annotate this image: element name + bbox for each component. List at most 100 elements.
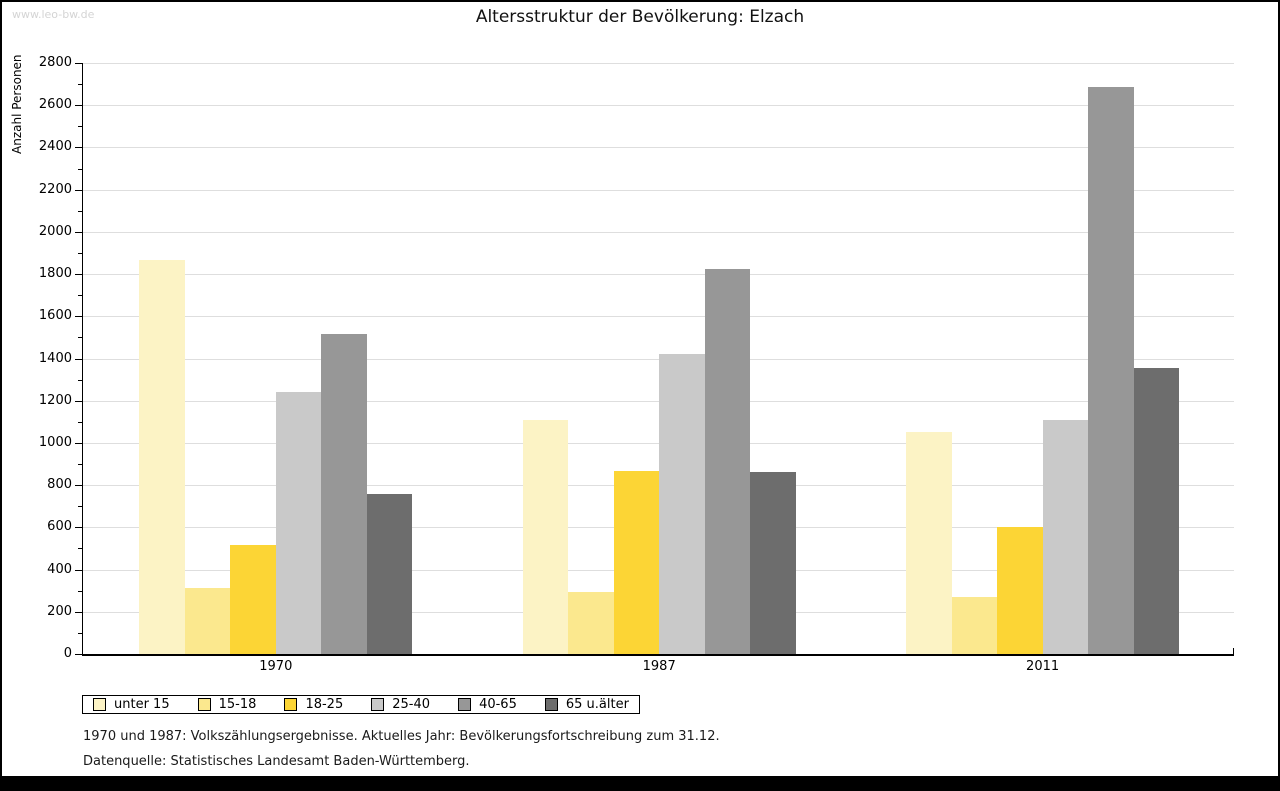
y-minor-tick: [78, 126, 82, 128]
y-tick: [75, 400, 82, 402]
gridline: [82, 231, 1234, 233]
y-minor-tick: [78, 84, 82, 86]
y-tick-label: 800: [47, 477, 72, 493]
footnote-line-1: 1970 und 1987: Volkszählungsergebnisse. …: [83, 729, 720, 744]
legend-swatch: [197, 698, 211, 711]
legend-label: 40-65: [479, 697, 517, 712]
y-tick: [75, 105, 82, 107]
y-minor-tick: [78, 590, 82, 592]
bar-18-25-2011: [997, 527, 1043, 654]
bar-15-18-1970: [184, 587, 231, 654]
bottom-bar: [2, 776, 1278, 789]
y-tick-label: 2800: [38, 55, 72, 70]
x-category-label: 1970: [259, 659, 293, 674]
y-minor-tick: [78, 379, 82, 381]
bar-unter-15-1987: [522, 419, 569, 654]
y-tick-label: 600: [47, 519, 72, 535]
gridline: [82, 358, 1234, 360]
gridline: [82, 274, 1234, 276]
legend-label: 15-18: [218, 697, 257, 712]
legend-item: 15-18: [197, 697, 257, 712]
y-tick-label: 2400: [38, 139, 72, 155]
y-tick: [75, 147, 82, 149]
plot-area: [82, 63, 1234, 654]
y-tick: [75, 316, 82, 318]
y-tick-label: 400: [47, 561, 72, 577]
legend-label: unter 15: [114, 697, 170, 712]
y-tick: [75, 231, 82, 233]
footnote-line-2: Datenquelle: Statistisches Landesamt Bad…: [83, 754, 470, 769]
bar-65-u.älter-2011: [1133, 368, 1180, 654]
x-axis-line: [82, 654, 1234, 656]
y-tick: [75, 654, 82, 655]
y-tick: [75, 189, 82, 191]
bar-18-25-1970: [230, 545, 276, 654]
y-tick-label: 200: [47, 603, 72, 619]
gridline: [82, 189, 1234, 191]
y-minor-tick: [78, 337, 82, 339]
legend-label: 25-40: [392, 697, 431, 712]
legend-label: 18-25: [305, 697, 344, 712]
legend-swatch: [93, 698, 106, 711]
gridline: [82, 105, 1234, 107]
y-tick-label: 2000: [38, 223, 72, 239]
x-category-label: 1987: [642, 659, 676, 674]
y-tick-label: 1600: [38, 308, 72, 324]
legend-swatch: [544, 698, 558, 711]
legend-label: 65 u.älter: [565, 697, 629, 712]
gridline: [82, 442, 1234, 444]
y-minor-tick: [78, 632, 82, 634]
chart-title: Altersstruktur der Bevölkerung: Elzach: [475, 7, 805, 27]
legend-swatch: [458, 698, 472, 711]
bar-unter-15-1970: [139, 260, 185, 654]
y-minor-tick: [78, 168, 82, 170]
y-minor-tick: [78, 464, 82, 466]
y-tick: [75, 63, 82, 64]
y-minor-tick: [78, 421, 82, 423]
x-category-label: 2011: [1026, 659, 1060, 674]
y-tick-label: 2600: [38, 97, 72, 113]
y-tick-label: 0: [63, 646, 72, 661]
bar-40-65-1970: [321, 334, 367, 654]
gridline: [82, 63, 1234, 64]
y-tick: [75, 274, 82, 276]
y-tick-label: 1400: [38, 350, 72, 366]
legend-item: 40-65: [458, 697, 517, 712]
y-minor-tick: [78, 548, 82, 550]
bar-18-25-1987: [613, 471, 660, 654]
x-axis-end-tick: [1233, 648, 1234, 654]
y-tick: [75, 442, 82, 444]
legend-swatch: [371, 698, 385, 711]
bar-40-65-2011: [1088, 87, 1134, 654]
y-tick: [75, 611, 82, 613]
legend-item: 18-25: [284, 697, 343, 712]
bar-unter-15-2011: [906, 432, 952, 654]
y-axis-label: Anzahl Personen: [10, 54, 24, 154]
y-axis-line: [82, 63, 83, 655]
y-tick-label: 1200: [38, 392, 72, 408]
y-tick: [75, 569, 82, 571]
gridline: [82, 400, 1234, 402]
bar-15-18-2011: [951, 597, 998, 654]
bar-25-40-2011: [1042, 419, 1089, 654]
y-tick: [75, 485, 82, 487]
bar-25-40-1970: [275, 392, 322, 654]
bar-65-u.älter-1987: [750, 472, 796, 654]
y-minor-tick: [78, 210, 82, 212]
legend-item: 65 u.älter: [544, 697, 629, 712]
y-tick: [75, 527, 82, 529]
bar-40-65-1987: [704, 268, 751, 654]
legend-item: 25-40: [371, 697, 430, 712]
y-tick-label: 1000: [38, 434, 72, 450]
y-tick: [75, 358, 82, 360]
legend: unter 15 15-18 18-25 25-40 40-65 65 u.älter: [82, 695, 640, 714]
bar-65-u.älter-1970: [366, 493, 413, 654]
y-tick-label: 1800: [38, 266, 72, 282]
gridline: [82, 147, 1234, 149]
bar-25-40-1987: [659, 354, 705, 654]
y-tick-label: 2200: [38, 181, 72, 197]
legend-item: unter 15: [93, 697, 170, 712]
watermark: www.leo-bw.de: [12, 8, 95, 21]
gridline: [82, 316, 1234, 318]
